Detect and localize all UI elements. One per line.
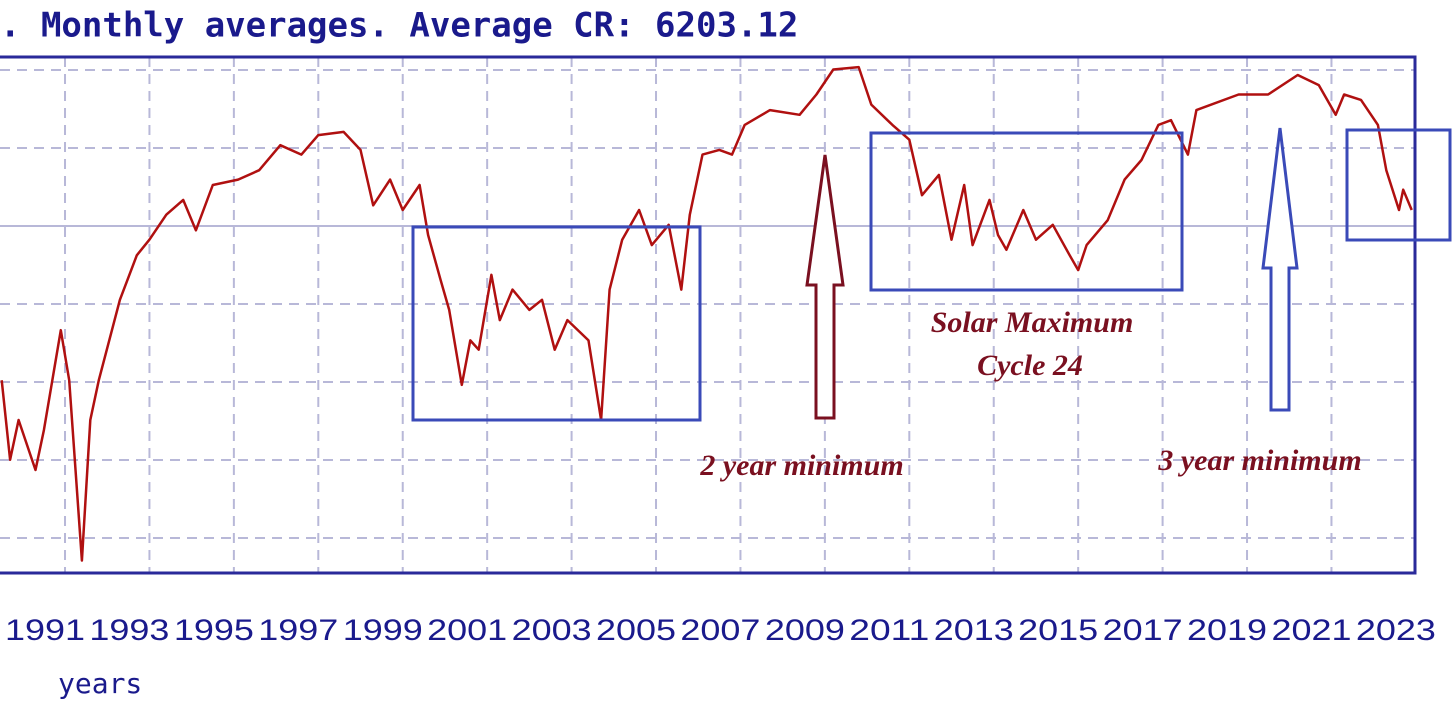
x-tick-label: 2001 xyxy=(427,614,507,647)
plot-lines xyxy=(0,65,1413,562)
x-tick-label: 2009 xyxy=(765,614,845,647)
x-tick-label: 2013 xyxy=(934,614,1014,647)
x-tick-label: 1995 xyxy=(174,614,254,647)
x-tick-label: 1997 xyxy=(258,614,338,647)
x-tick-label: 2019 xyxy=(1187,614,1267,647)
x-tick-label: 1999 xyxy=(343,614,423,647)
chart-title: . Monthly averages. Average CR: 6203.12 xyxy=(0,6,798,46)
x-tick-label: 2005 xyxy=(596,614,676,647)
x-tick-label: 1991 xyxy=(5,614,85,647)
annotation: Cycle 24 xyxy=(977,349,1083,382)
highlight-box xyxy=(1345,128,1452,242)
highlight-box xyxy=(411,225,702,422)
x-tick-label: 2011 xyxy=(849,614,929,647)
arrow xyxy=(805,154,845,420)
grid xyxy=(0,57,1415,573)
x-tick-label: 2017 xyxy=(1103,614,1183,647)
annotation: 2 year minimum xyxy=(699,449,903,482)
data-line xyxy=(0,65,1413,562)
x-tick-label: 2023 xyxy=(1356,614,1436,647)
annotation: 3 year minimum xyxy=(1157,444,1361,477)
arrow xyxy=(1261,127,1299,412)
plot-frame xyxy=(0,55,1417,575)
highlight-box xyxy=(869,131,1184,292)
annotation: Solar Maximum xyxy=(931,306,1134,339)
x-tick-label: 1993 xyxy=(89,614,169,647)
x-tick-label: 2003 xyxy=(512,614,592,647)
x-tick-label: 2015 xyxy=(1018,614,1098,647)
x-axis-label: years xyxy=(58,667,142,700)
x-tick-label: 2007 xyxy=(680,614,760,647)
x-tick-label: 2021 xyxy=(1271,614,1351,647)
